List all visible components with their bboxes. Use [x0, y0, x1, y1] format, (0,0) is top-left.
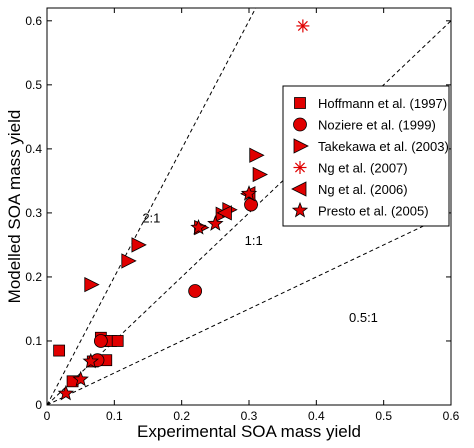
- x-tick-label: 0.1: [106, 409, 123, 423]
- legend-marker-star: [291, 201, 309, 218]
- y-tick-label: 0.4: [25, 142, 42, 156]
- x-axis-label: Experimental SOA mass yield: [137, 422, 361, 441]
- legend-marker-asterisk: [293, 161, 307, 174]
- x-tick-label: 0.2: [173, 409, 190, 423]
- y-axis-label: Modelled SOA mass yield: [5, 110, 24, 304]
- y-tick-label: 0: [35, 398, 42, 412]
- reference-line-2: [46, 212, 452, 406]
- y-tick-label: 0.1: [25, 334, 42, 348]
- data-point-asterisk: [296, 19, 310, 33]
- data-point-star: [207, 215, 224, 231]
- legend-label: Presto et al. (2005): [318, 204, 429, 219]
- data-point-triangle-right: [252, 166, 268, 183]
- legend-label: Ng et al. (2007): [318, 161, 408, 176]
- data-point-star: [190, 218, 207, 235]
- data-points: [53, 19, 310, 401]
- data-point-star: [82, 352, 99, 369]
- data-point-triangle-right: [84, 276, 100, 293]
- y-tick-label: 0.3: [25, 206, 42, 220]
- axis-ticks: 0 0.1 0.2 0.3 0.4 0.5 0.6 0 0.1 0.2 0.3 0.4 0.5 0.6: [25, 8, 460, 423]
- legend-marker-square: [294, 97, 306, 109]
- x-tick-label: 0: [44, 409, 51, 423]
- x-tick-label: 0.6: [443, 409, 460, 423]
- x-tick-label: 0.4: [308, 409, 325, 423]
- data-point-triangle-left: [216, 205, 232, 221]
- legend-label: Takekawa et al. (2003): [318, 139, 449, 154]
- legend-label: Ng et al. (2006): [318, 182, 408, 197]
- legend: Hoffmann et al. (1997) Noziere et al. (19…: [282, 85, 450, 227]
- legend-label: Hoffmann et al. (1997): [318, 96, 447, 111]
- reference-line-label: 2:1: [142, 211, 160, 226]
- legend-label: Noziere et al. (1999): [318, 118, 436, 133]
- y-tick-label: 0.5: [25, 78, 42, 92]
- data-point-triangle-right: [131, 237, 147, 253]
- legend-marker-circle: [293, 117, 307, 132]
- data-point-square: [53, 344, 66, 357]
- reference-line-0: [46, 7, 257, 406]
- reference-line-label: 0.5:1: [349, 310, 378, 325]
- data-point-circle: [188, 284, 203, 298]
- reference-line-label: 1:1: [245, 233, 263, 248]
- y-tick-label: 0.2: [25, 270, 42, 284]
- data-point-star: [240, 185, 258, 201]
- x-tick-label: 0.5: [375, 409, 392, 423]
- data-point-triangle-right: [249, 147, 265, 163]
- data-point-circle: [244, 197, 258, 212]
- data-point-triangle-right: [121, 253, 137, 269]
- legend-marker-triangle-right: [293, 138, 309, 154]
- legend-marker-triangle-left: [291, 181, 307, 197]
- data-point-star: [72, 370, 89, 387]
- data-point-square: [111, 335, 124, 347]
- data-point-circle: [93, 334, 108, 348]
- data-point-star: [57, 384, 75, 401]
- legend-box: [282, 85, 450, 227]
- y-tick-label: 0.6: [25, 14, 42, 28]
- x-tick-label: 0.3: [241, 409, 258, 423]
